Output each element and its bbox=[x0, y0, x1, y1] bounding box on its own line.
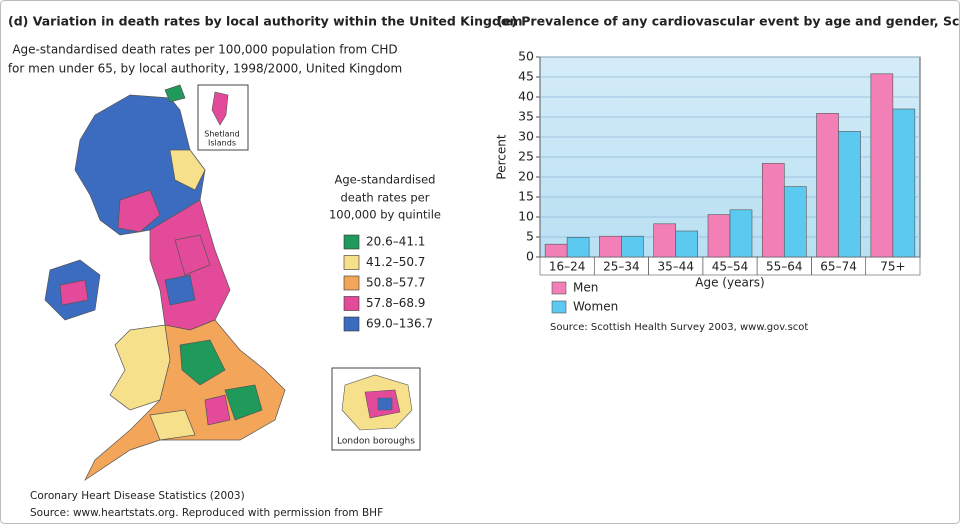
bar bbox=[729, 209, 753, 258]
y-tick-label: 30 bbox=[518, 129, 534, 144]
legend-label: 20.6–41.1 bbox=[366, 235, 425, 249]
map-subtitle: Age-standardised death rates per 100,000… bbox=[12, 43, 397, 57]
shetland-shape bbox=[211, 91, 229, 126]
y-tick-label: 40 bbox=[518, 89, 534, 104]
legend-swatch bbox=[551, 300, 567, 314]
y-tick-label: 35 bbox=[518, 109, 534, 124]
legend-swatch bbox=[343, 255, 360, 270]
legend-swatch bbox=[343, 275, 360, 291]
inset-label: Islands bbox=[208, 139, 236, 148]
legend-swatch bbox=[343, 296, 360, 311]
y-axis-title: Percent bbox=[495, 134, 509, 179]
bar bbox=[707, 214, 731, 258]
region bbox=[224, 384, 263, 421]
bar bbox=[892, 108, 916, 258]
source: Source: Scottish Health Survey 2003, www… bbox=[550, 322, 808, 333]
region bbox=[164, 274, 196, 306]
bar bbox=[816, 113, 839, 258]
x-axis-title: Age (years) bbox=[695, 276, 764, 290]
map-title: (d) Variation in death rates by local au… bbox=[8, 14, 523, 29]
bar bbox=[870, 73, 894, 258]
y-tick-label: 15 bbox=[518, 189, 534, 204]
bar bbox=[544, 243, 568, 258]
region bbox=[59, 279, 89, 306]
y-tick-label: 0 bbox=[526, 249, 534, 264]
legend-label: 57.8–68.9 bbox=[366, 296, 425, 310]
x-tick-label: 55–64 bbox=[766, 260, 803, 274]
region bbox=[204, 394, 231, 426]
legend-label: 50.8–57.7 bbox=[366, 276, 425, 290]
bar bbox=[838, 131, 861, 258]
bar bbox=[599, 235, 622, 258]
footer: Source: www.heartstats.org. Reproduced w… bbox=[30, 507, 383, 519]
region bbox=[169, 149, 206, 191]
legend-title: Age-standardised bbox=[335, 173, 436, 187]
legend-title: 100,000 by quintile bbox=[329, 208, 441, 222]
map-subtitle: for men under 65, by local authority, 19… bbox=[8, 62, 402, 76]
bar bbox=[653, 223, 677, 258]
legend-label: 69.0–136.7 bbox=[366, 317, 433, 331]
x-tick-label: 16–24 bbox=[549, 260, 586, 274]
legend-swatch bbox=[343, 234, 360, 250]
region bbox=[179, 339, 226, 386]
y-tick-label: 25 bbox=[518, 149, 534, 164]
legend-label: Women bbox=[573, 300, 618, 314]
y-tick-label: 45 bbox=[518, 69, 534, 84]
x-tick-label: 25–34 bbox=[603, 260, 640, 274]
uk-map bbox=[44, 84, 286, 482]
region bbox=[117, 189, 161, 233]
bar bbox=[675, 230, 699, 258]
footer: Coronary Heart Disease Statistics (2003) bbox=[30, 490, 245, 502]
legend-label: Men bbox=[573, 281, 598, 295]
region bbox=[149, 409, 196, 441]
london-shape bbox=[377, 397, 393, 411]
chart-title: (e) Prevalence of any cardiovascular eve… bbox=[497, 14, 960, 29]
bar bbox=[761, 163, 785, 258]
y-tick-label: 50 bbox=[518, 49, 534, 64]
inset-label: London boroughs bbox=[337, 437, 415, 447]
x-tick-label: 75+ bbox=[880, 260, 905, 274]
bar bbox=[566, 237, 590, 258]
y-tick-label: 20 bbox=[518, 169, 534, 184]
bar bbox=[621, 235, 644, 258]
x-tick-label: 35–44 bbox=[657, 260, 694, 274]
inset-label: Shetland bbox=[204, 130, 239, 139]
y-tick-label: 5 bbox=[526, 229, 534, 244]
region bbox=[174, 234, 211, 276]
region bbox=[84, 319, 286, 482]
x-tick-label: 45–54 bbox=[712, 260, 749, 274]
legend-label: 41.2–50.7 bbox=[366, 255, 425, 269]
bar bbox=[783, 186, 807, 258]
region bbox=[164, 84, 186, 103]
y-tick-label: 10 bbox=[518, 209, 534, 224]
legend-title: death rates per bbox=[341, 191, 430, 205]
legend-swatch bbox=[343, 316, 360, 332]
x-tick-label: 65–74 bbox=[820, 260, 857, 274]
legend-swatch bbox=[551, 281, 567, 295]
